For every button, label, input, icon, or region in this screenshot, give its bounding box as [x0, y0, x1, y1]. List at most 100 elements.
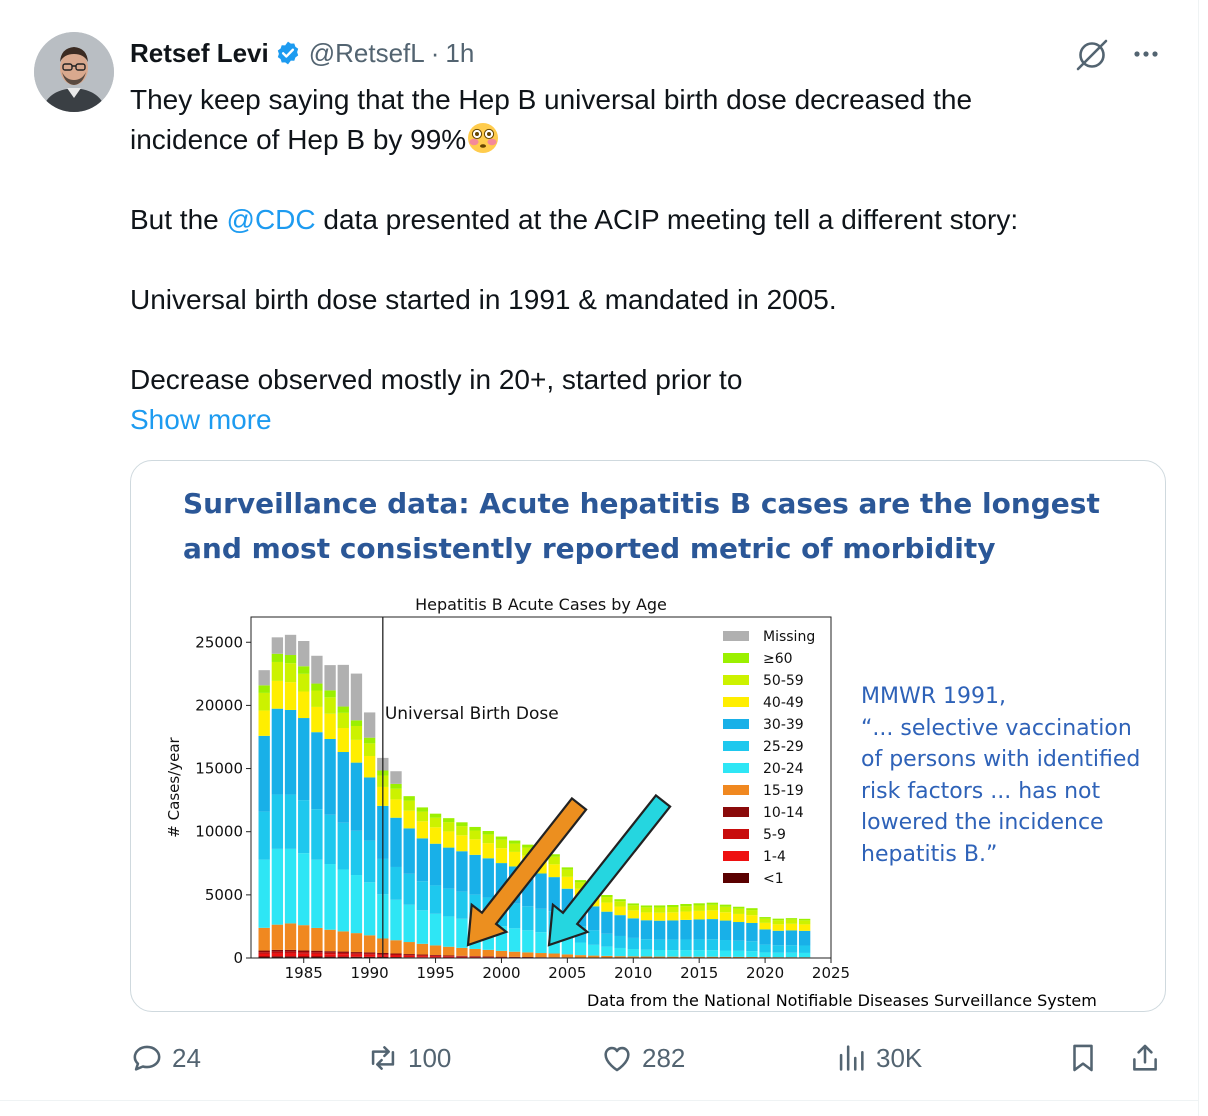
bar-segment — [798, 945, 811, 953]
show-more-link[interactable]: Show more — [130, 404, 272, 435]
bar-segment — [482, 957, 494, 958]
bar-segment — [390, 783, 402, 789]
legend-label: 10-14 — [763, 805, 804, 821]
bar-segment — [390, 955, 402, 958]
bar-segment — [271, 949, 284, 952]
bar-segment — [258, 952, 270, 954]
bar-segment — [469, 948, 481, 957]
bar-segment — [680, 906, 692, 912]
bar-segment — [271, 956, 284, 958]
bar-segment — [271, 708, 284, 795]
bar-segment — [785, 952, 798, 958]
mmwr-line: of persons with identified — [861, 747, 1141, 772]
tweet-line-2-text: incidence of Hep B by 99% — [130, 124, 467, 155]
bar-segment — [337, 706, 349, 713]
bar-segment — [653, 905, 666, 908]
bar-segment — [693, 919, 705, 940]
bar-segment — [363, 755, 376, 778]
y-tick-label: 25000 — [195, 633, 243, 651]
bar-segment — [324, 690, 336, 698]
bar-segment — [350, 739, 363, 763]
bar-segment — [667, 950, 679, 957]
bar-segment — [746, 910, 758, 916]
bar-segment — [271, 848, 284, 925]
bar-segment — [311, 927, 323, 951]
verified-badge-icon[interactable] — [275, 40, 301, 66]
bar-segment — [443, 955, 455, 957]
cdc-mention-link[interactable]: @CDC — [226, 204, 316, 235]
bar-segment — [403, 954, 415, 955]
bar-segment — [522, 930, 534, 953]
views-button[interactable]: 30K — [834, 1036, 922, 1080]
bar-segment — [350, 720, 363, 726]
bar-segment — [311, 809, 323, 860]
avatar-photo-icon — [34, 32, 114, 112]
bar-segment — [627, 956, 639, 958]
bar-segment — [561, 954, 574, 958]
bar-segment — [469, 957, 481, 958]
avatar[interactable] — [34, 32, 114, 112]
bar-segment — [258, 735, 270, 812]
bar-segment — [469, 839, 481, 855]
bar-segment — [482, 843, 494, 859]
bar-segment — [548, 953, 560, 958]
bar-segment — [706, 919, 719, 940]
legend-label: 20-24 — [763, 761, 804, 777]
reply-button[interactable]: 24 — [130, 1036, 201, 1080]
y-tick-label: 20000 — [195, 696, 243, 714]
bar-segment — [311, 732, 323, 810]
legend-swatch — [723, 763, 749, 773]
bar-segment — [324, 665, 336, 691]
bar-segment — [680, 911, 692, 920]
author-handle[interactable]: @RetsefL — [308, 37, 425, 68]
bar-segment — [416, 811, 429, 822]
x-tick-label: 2000 — [482, 964, 520, 982]
share-button[interactable] — [1128, 1036, 1162, 1080]
tweet-line-3-before: But the — [130, 204, 227, 235]
bar-segment — [350, 830, 363, 876]
timestamp[interactable]: 1h — [445, 37, 475, 68]
bookmark-button[interactable] — [1066, 1036, 1100, 1080]
bar-segment — [350, 875, 363, 934]
media-card[interactable]: Surveillance data: Acute hepatitis B cas… — [130, 460, 1166, 1012]
hep-b-cases-chart: Hepatitis B Acute Cases by Age 1985 1990 19… — [165, 595, 850, 982]
bar-segment — [561, 888, 574, 920]
legend-label: 25-29 — [763, 739, 804, 755]
more-options-icon[interactable] — [1126, 34, 1166, 74]
bar-segment — [324, 864, 336, 930]
grok-icon[interactable] — [1072, 34, 1112, 74]
bar-segment — [429, 913, 442, 946]
author-name[interactable]: Retsef Levi — [130, 37, 269, 68]
bar-segment — [601, 897, 613, 903]
bar-segment — [667, 912, 679, 921]
bar-segment — [337, 822, 349, 870]
bar-segment — [772, 918, 784, 921]
bar-segment — [469, 956, 481, 957]
bar-segment — [772, 945, 784, 953]
like-button[interactable]: 282 — [600, 1036, 685, 1080]
bar-segment — [298, 673, 310, 692]
bar-segment — [298, 953, 310, 957]
repost-button[interactable]: 100 — [366, 1036, 451, 1080]
bar-segment — [456, 947, 468, 956]
bar-segment — [759, 917, 771, 919]
bar-segment — [680, 950, 692, 957]
bar-segment — [693, 950, 705, 957]
bar-segment — [337, 951, 349, 953]
bar-segment — [495, 848, 508, 864]
bar-segment — [614, 901, 626, 907]
bar-segment — [680, 919, 692, 940]
mmwr-line: risk factors ... has not — [861, 778, 1101, 804]
bar-segment — [324, 814, 336, 865]
bar-segment — [693, 910, 705, 920]
bar-segment — [640, 939, 653, 950]
bar-segment — [403, 873, 415, 905]
bar-segment — [561, 876, 574, 889]
bar-segment — [311, 690, 323, 707]
bar-segment — [508, 840, 521, 844]
bar-segment — [469, 956, 481, 958]
bar-segment — [298, 853, 310, 926]
bar-segment — [561, 869, 574, 877]
bar-segment — [733, 956, 745, 958]
tweet-line-4: Universal birth dose started in 1991 & m… — [130, 284, 837, 315]
